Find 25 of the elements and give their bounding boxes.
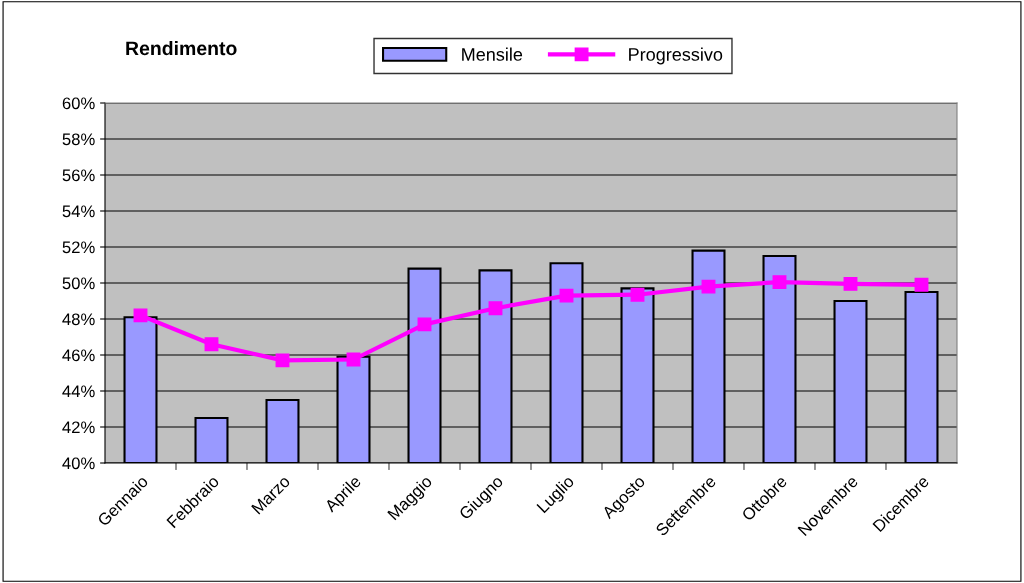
y-tick-label: 40% — [62, 457, 95, 470]
y-tick-label: 50% — [62, 277, 95, 290]
point — [204, 337, 219, 352]
point — [133, 308, 148, 323]
chart-title: Rendimento — [126, 40, 237, 56]
point — [275, 353, 290, 368]
y-tick-label: 60% — [62, 97, 95, 110]
legend-label: Mensile — [462, 47, 523, 61]
point — [630, 287, 645, 302]
point — [559, 288, 574, 303]
legend-label: Progressivo — [629, 47, 723, 65]
point — [914, 277, 929, 292]
y-tick-label: 54% — [62, 205, 95, 218]
point — [417, 317, 432, 332]
point — [488, 301, 503, 316]
y-tick-label: 56% — [62, 169, 95, 182]
y-tick-label: 58% — [62, 133, 95, 146]
y-tick-label: 42% — [62, 421, 95, 434]
point — [701, 279, 716, 294]
point — [772, 275, 787, 290]
y-tick-label: 46% — [62, 349, 95, 362]
y-tick-label: 52% — [62, 241, 95, 254]
y-tick-label: 48% — [62, 313, 95, 326]
y-tick-label: 44% — [62, 385, 95, 398]
point — [843, 276, 858, 291]
